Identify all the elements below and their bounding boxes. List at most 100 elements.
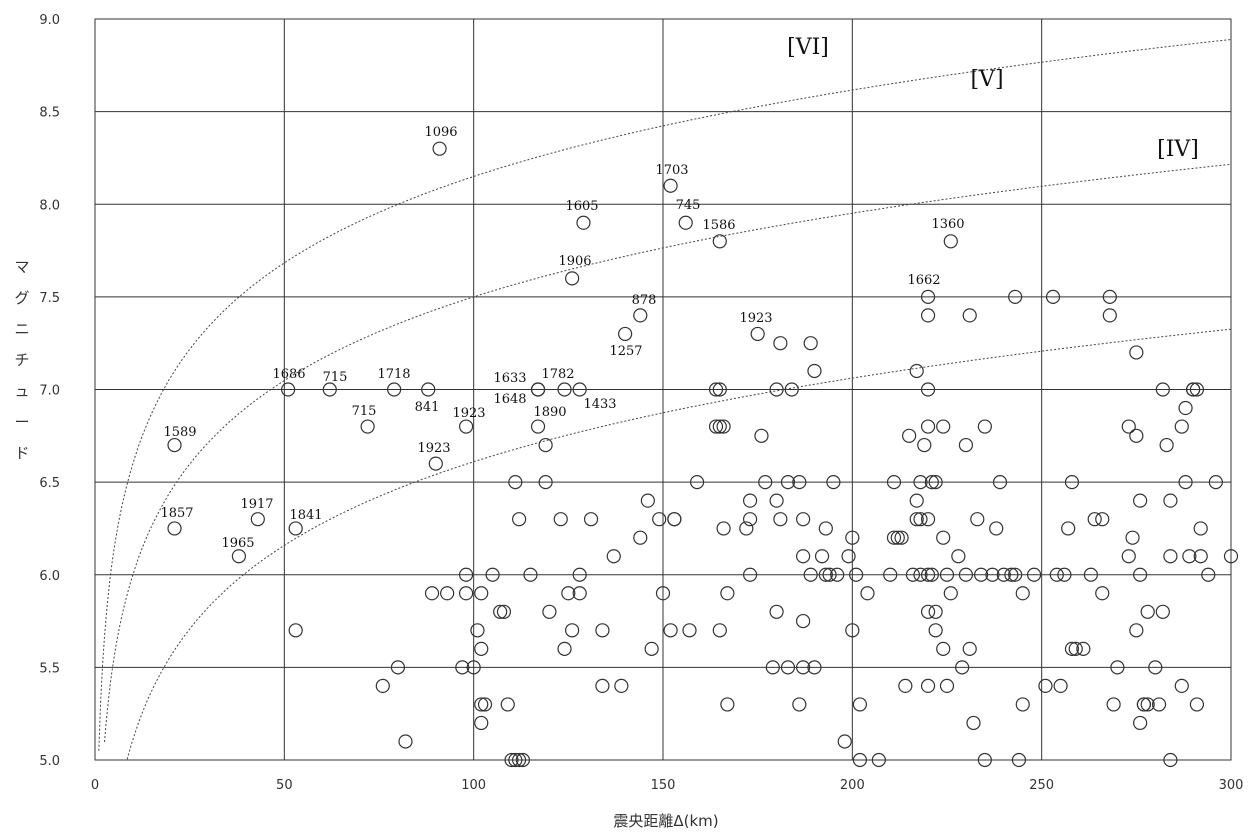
data-point	[939, 678, 955, 694]
data-point	[1057, 567, 1072, 582]
data-point	[765, 660, 780, 675]
data-point	[894, 530, 909, 545]
data-point	[595, 623, 610, 638]
year-label: 715	[323, 370, 348, 385]
year-label: 841	[415, 400, 440, 415]
data-point	[913, 475, 928, 490]
year-label: 1662	[907, 273, 940, 288]
y-axis-label-char: ド	[14, 444, 29, 462]
data-point	[917, 437, 932, 453]
data-point	[466, 660, 481, 675]
data-point	[440, 586, 455, 601]
data-point	[1008, 567, 1023, 582]
data-point	[493, 604, 508, 619]
data-point	[512, 512, 527, 527]
data-point	[1201, 567, 1216, 582]
data-point	[902, 428, 917, 443]
data-point	[633, 530, 648, 545]
data-point	[474, 586, 489, 601]
data-point	[943, 586, 958, 601]
data-point	[943, 234, 958, 249]
data-markers	[167, 141, 1239, 768]
data-point	[883, 567, 898, 582]
data-point	[792, 475, 807, 490]
data-point	[375, 678, 390, 694]
year-label: 1906	[558, 254, 591, 269]
data-point	[1121, 419, 1136, 434]
y-tick-label: 8.5	[39, 106, 60, 121]
data-point	[1064, 641, 1080, 656]
data-point	[523, 567, 538, 582]
data-point	[606, 549, 621, 564]
y-tick-label: 7.0	[39, 384, 60, 399]
data-point	[1076, 641, 1091, 656]
data-point	[780, 475, 796, 490]
data-point	[996, 567, 1011, 582]
data-point	[530, 382, 546, 397]
x-tick-label: 50	[276, 778, 293, 793]
data-point	[720, 586, 735, 601]
year-label: 1923	[417, 441, 450, 456]
data-point	[1163, 752, 1178, 768]
data-point	[595, 678, 610, 694]
data-point	[977, 419, 992, 434]
year-label: 1633	[493, 371, 526, 386]
data-point	[708, 382, 724, 397]
data-point	[1136, 697, 1152, 712]
year-label: 1718	[377, 367, 410, 382]
data-point	[512, 752, 527, 768]
data-point	[1133, 715, 1148, 731]
data-point	[852, 697, 868, 712]
data-point	[557, 641, 572, 656]
data-point	[432, 141, 447, 156]
data-point	[477, 697, 493, 712]
data-point	[955, 660, 970, 675]
data-point	[739, 521, 754, 536]
year-label: 1917	[240, 497, 273, 512]
data-point	[924, 567, 939, 582]
data-point	[852, 752, 868, 768]
data-point	[818, 567, 833, 582]
data-point	[390, 660, 406, 675]
data-point	[572, 567, 587, 582]
data-point	[583, 512, 599, 527]
data-point	[841, 549, 856, 564]
data-point	[1151, 697, 1167, 712]
data-point	[913, 512, 928, 527]
data-point	[742, 567, 758, 582]
data-point	[920, 678, 936, 694]
data-point	[1015, 697, 1030, 712]
zone-label: [IV]	[1157, 137, 1199, 162]
x-tick-label: 200	[840, 778, 865, 793]
data-point	[796, 660, 811, 675]
curve-vi	[98, 39, 1232, 751]
data-point	[716, 419, 731, 434]
data-point	[421, 382, 436, 397]
data-point	[716, 521, 731, 536]
data-point	[1189, 382, 1205, 397]
data-point	[538, 437, 553, 453]
data-point	[1174, 678, 1189, 694]
y-axis-label-char: ュ	[14, 382, 29, 400]
x-tick-label: 300	[1219, 778, 1244, 793]
y-axis-label-char: マ	[14, 258, 29, 276]
data-point	[1178, 400, 1193, 416]
data-point	[712, 382, 727, 397]
data-point	[796, 613, 811, 629]
data-point	[708, 419, 724, 434]
year-label: 1589	[163, 425, 196, 440]
data-point	[458, 586, 474, 601]
data-point	[886, 530, 902, 545]
data-point	[720, 697, 735, 712]
year-label: 1857	[160, 506, 193, 521]
data-point	[689, 475, 705, 490]
data-point	[458, 419, 474, 434]
data-point	[360, 419, 375, 434]
x-tick-label: 0	[91, 778, 99, 793]
data-point	[1178, 475, 1193, 490]
grid-lines	[94, 18, 1232, 761]
data-point	[712, 623, 727, 638]
data-point	[860, 586, 875, 601]
data-point	[712, 234, 727, 249]
data-point	[1106, 697, 1121, 712]
